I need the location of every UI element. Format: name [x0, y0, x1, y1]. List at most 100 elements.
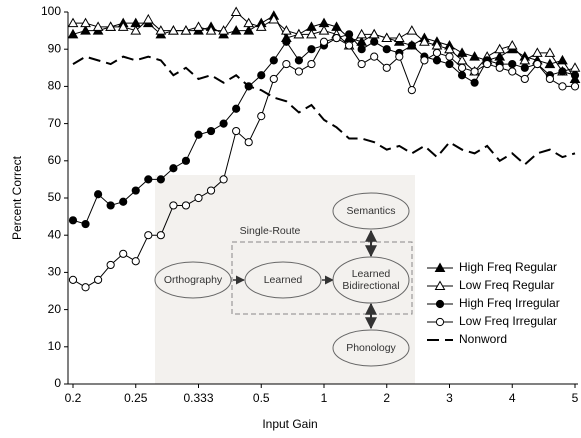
node-label: Semantics [346, 205, 395, 217]
node [332, 256, 410, 304]
point [419, 36, 430, 46]
point [169, 201, 178, 210]
y-tick-label: 20 [48, 302, 62, 316]
point [155, 25, 167, 35]
y-tick-label: 40 [48, 227, 62, 241]
point [81, 283, 90, 292]
point [156, 231, 165, 240]
point [94, 275, 103, 284]
point [506, 39, 518, 50]
y-tick-label: 70 [48, 116, 62, 130]
point [243, 17, 255, 28]
point [406, 25, 418, 35]
point [494, 43, 506, 54]
point [558, 67, 567, 76]
point [205, 25, 217, 35]
legend-label: High Freq Irregular [459, 296, 560, 310]
point [81, 219, 90, 229]
y-tick-label: 80 [48, 79, 62, 93]
legend-label: Nonword [459, 332, 507, 346]
point [356, 28, 368, 39]
point [307, 45, 316, 54]
point [470, 67, 479, 76]
y-tick-label: 50 [48, 190, 62, 204]
y-tick-label: 90 [48, 41, 62, 55]
point [570, 82, 580, 91]
point [119, 249, 128, 258]
point [420, 56, 429, 65]
point [508, 67, 517, 76]
point [407, 86, 416, 95]
series-line [72, 55, 576, 166]
point [130, 25, 142, 35]
point [67, 17, 79, 28]
point [381, 32, 393, 43]
group-box [231, 241, 413, 315]
point [307, 59, 316, 69]
point [282, 59, 291, 69]
point [244, 138, 253, 147]
point [94, 190, 103, 199]
point [119, 197, 128, 206]
legend-marker [434, 262, 446, 272]
legend-marker [435, 317, 445, 327]
point [570, 71, 580, 80]
point [393, 32, 405, 43]
point [243, 25, 255, 35]
point [257, 112, 266, 121]
point [80, 25, 91, 35]
point [117, 21, 129, 31]
point [557, 54, 568, 65]
point [508, 59, 517, 69]
point [544, 47, 556, 57]
point [294, 67, 303, 76]
point [206, 186, 216, 195]
point [219, 119, 228, 128]
legend-marker [435, 299, 445, 309]
point [168, 25, 179, 35]
x-tick-label: 3 [446, 391, 453, 405]
point [370, 52, 379, 61]
point [206, 126, 216, 136]
y-tick-label: 10 [48, 339, 62, 353]
point [558, 82, 567, 91]
node [332, 192, 410, 230]
point [345, 30, 354, 39]
node-label: Orthography [164, 274, 223, 286]
point [181, 201, 191, 210]
point [494, 51, 506, 61]
point [318, 25, 330, 35]
x-tick-label: 0.5 [253, 391, 270, 405]
point [232, 104, 241, 113]
point [142, 13, 154, 24]
point [106, 260, 115, 270]
x-tick-label: 2 [383, 391, 390, 405]
point [357, 45, 366, 54]
point [106, 201, 115, 210]
point [445, 52, 454, 61]
point [269, 56, 278, 65]
point [469, 51, 480, 61]
y-tick-label: 0 [54, 376, 61, 390]
point [144, 175, 153, 184]
point [105, 21, 117, 31]
node [244, 261, 322, 299]
point [230, 25, 242, 35]
legend-label: High Freq Regular [459, 260, 557, 274]
node-label: Phonology [346, 342, 396, 354]
point [280, 25, 292, 35]
y-tick-label: 100 [41, 4, 61, 18]
point [193, 21, 204, 31]
x-axis-label: Input Gain [262, 417, 317, 431]
x-tick-label: 5 [572, 391, 579, 405]
group-label: Single-Route [240, 225, 301, 237]
point [457, 71, 467, 80]
point [156, 175, 165, 184]
y-axis-label: Percent Correct [10, 155, 24, 240]
point [533, 59, 542, 69]
point [445, 59, 454, 69]
point [169, 164, 178, 173]
point [345, 41, 354, 50]
point [268, 13, 280, 24]
point [219, 175, 228, 184]
